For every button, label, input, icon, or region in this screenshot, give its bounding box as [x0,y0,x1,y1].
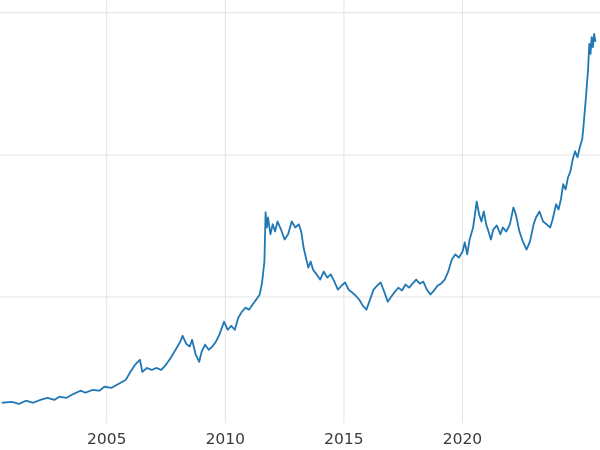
x-tick-label: 2015 [324,430,363,448]
x-tick-label: 2020 [443,430,482,448]
x-axis-tick-labels: 2005 2010 2015 2020 [87,430,482,448]
vertical-gridlines [106,0,463,423]
x-tick-label: 2005 [87,430,126,448]
price-line-series [1,33,597,405]
price-series-path [1,33,597,405]
horizontal-gridlines [0,12,600,298]
x-tick-label: 2010 [206,430,245,448]
